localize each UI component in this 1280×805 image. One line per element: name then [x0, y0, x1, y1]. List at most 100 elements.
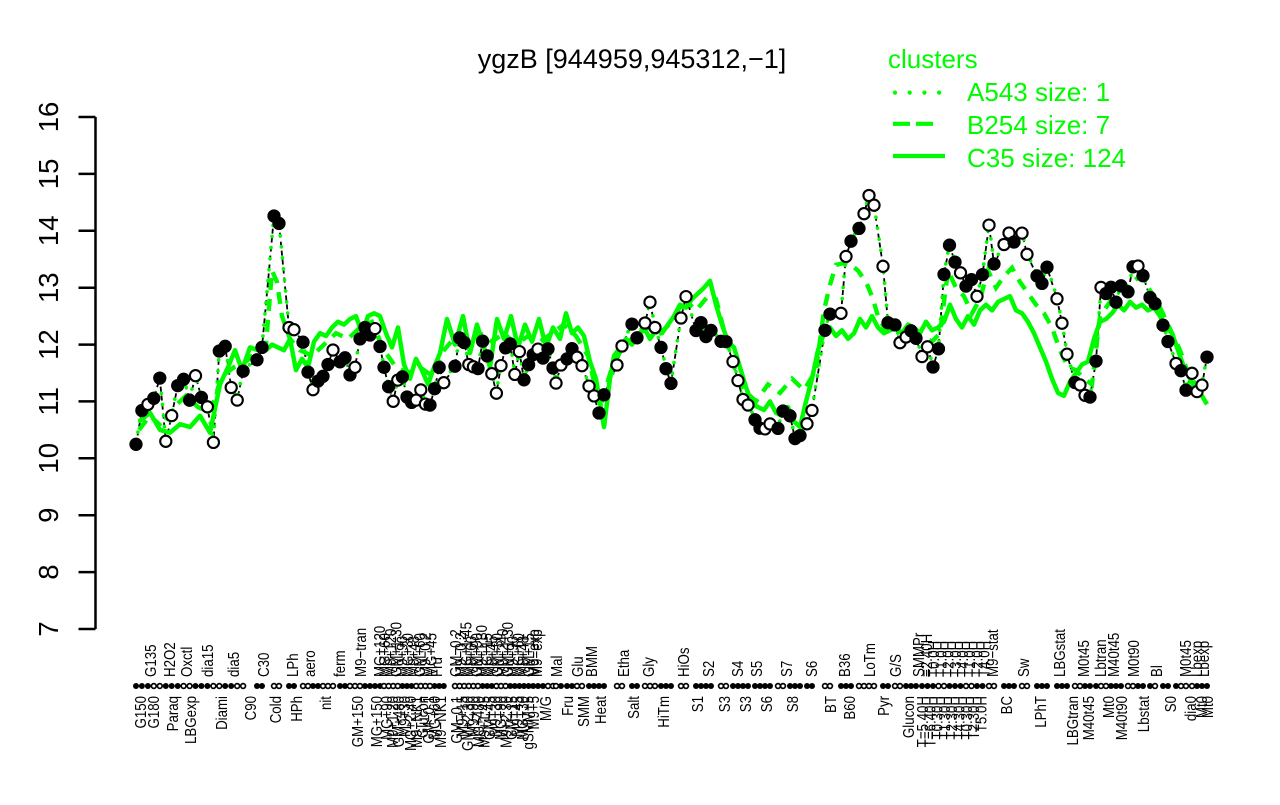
svg-text:aero: aero [302, 650, 319, 677]
svg-text:MG+60: MG+60 [510, 633, 527, 677]
svg-text:T4.0H: T4.0H [977, 641, 994, 677]
svg-text:G180: G180 [146, 696, 163, 729]
svg-text:T1.0H: T1.0H [962, 641, 979, 677]
svg-text:M9+90: M9+90 [394, 636, 411, 677]
svg-text:S0: S0 [1163, 696, 1180, 712]
svg-text:GM−0.2: GM−0.2 [448, 629, 465, 677]
svg-text:G150: G150 [133, 696, 150, 729]
svg-text:MG+15: MG+15 [479, 633, 496, 677]
svg-text:M9+240: M9+240 [495, 629, 512, 677]
svg-text:Mal: Mal [549, 656, 566, 677]
svg-text:MG+60: MG+60 [377, 633, 394, 677]
svg-text:BT: BT [823, 696, 840, 713]
svg-text:S6: S6 [804, 661, 821, 677]
svg-text:≡2.40H: ≡2.40H [919, 634, 936, 677]
svg-text:S3: S3 [738, 696, 755, 712]
svg-text:M9+45: M9+45 [510, 696, 527, 737]
svg-text:MG+120: MG+120 [372, 626, 389, 677]
svg-text:ygzB [944959,945312,−1]: ygzB [944959,945312,−1] [478, 44, 787, 74]
svg-text:Sw: Sw [1016, 658, 1033, 677]
svg-text:B254 size: 7: B254 size: 7 [967, 110, 1110, 140]
svg-text:T0.0H: T0.0H [926, 641, 943, 677]
svg-text:13: 13 [33, 272, 64, 303]
svg-text:12: 12 [33, 329, 64, 360]
svg-text:M0t45: M0t45 [1076, 640, 1093, 677]
svg-text:Oxctl: Oxctl [179, 647, 196, 677]
svg-text:SMM: SMM [576, 696, 593, 727]
svg-text:dia0: dia0 [1183, 696, 1200, 721]
svg-text:Mt0: Mt0 [1101, 696, 1118, 718]
svg-text:11: 11 [33, 387, 64, 416]
svg-text:S8: S8 [785, 696, 802, 712]
svg-text:T2.30H: T2.30H [966, 696, 983, 740]
svg-text:M/G: M/G [538, 696, 555, 721]
svg-text:BC: BC [999, 696, 1016, 714]
svg-text:Salt: Salt [626, 696, 643, 719]
svg-text:LPhT: LPhT [1033, 696, 1050, 728]
svg-text:M40t90: M40t90 [1114, 696, 1131, 740]
svg-text:dia15: dia15 [200, 644, 217, 677]
svg-text:GM+30: GM+30 [490, 633, 507, 677]
svg-text:10: 10 [33, 443, 64, 474]
svg-text:Gly: Gly [641, 657, 658, 677]
svg-text:GM−0.1: GM−0.1 [449, 696, 466, 744]
svg-text:M9+5: M9+5 [526, 696, 543, 730]
svg-text:15: 15 [33, 159, 64, 190]
svg-text:M9+120: M9+120 [383, 629, 400, 677]
svg-text:dia5: dia5 [226, 652, 243, 677]
svg-text:B36: B36 [837, 653, 854, 677]
svg-text:MG+45: MG+45 [423, 633, 440, 677]
svg-text:MG+30: MG+30 [400, 633, 417, 677]
svg-text:ferm: ferm [332, 650, 349, 677]
svg-text:BMM: BMM [584, 646, 601, 677]
svg-text:G135: G135 [143, 644, 160, 677]
svg-text:C35 size: 124: C35 size: 124 [967, 143, 1126, 173]
svg-text:Glu: Glu [570, 656, 587, 677]
svg-text:8: 8 [33, 564, 64, 579]
svg-text:M0t90: M0t90 [1126, 640, 1143, 677]
svg-text:M40t45: M40t45 [1106, 633, 1123, 677]
svg-text:clusters: clusters [888, 44, 978, 74]
svg-text:M0t45: M0t45 [1178, 640, 1195, 677]
svg-text:9: 9 [33, 508, 64, 523]
svg-text:M9−exp: M9−exp [526, 629, 543, 677]
svg-text:M9+30: M9+30 [397, 696, 414, 737]
svg-text:MG+1:45: MG+1:45 [458, 622, 475, 677]
svg-text:M9+1:20: M9+1:20 [385, 696, 402, 748]
svg-text:GM+90: GM+90 [469, 633, 486, 677]
svg-text:M9−tran: M9−tran [353, 628, 370, 677]
svg-text:M9+90: M9+90 [466, 696, 483, 737]
svg-text:T2.0H: T2.0H [941, 641, 958, 677]
svg-text:Mt0: Mt0 [1200, 696, 1217, 718]
svg-text:M9+48: M9+48 [516, 636, 533, 677]
svg-text:T1.30H: T1.30H [937, 696, 954, 740]
svg-text:nit: nit [318, 696, 335, 710]
svg-text:M9+30: M9+30 [488, 696, 505, 737]
svg-text:S7: S7 [779, 661, 796, 677]
svg-text:GM+45: GM+45 [482, 696, 499, 740]
svg-text:Bl: Bl [1149, 665, 1166, 677]
svg-text:M9+15: M9+15 [455, 696, 472, 737]
svg-text:Pyr: Pyr [876, 695, 893, 715]
svg-text:T0.30H: T0.30H [959, 696, 976, 740]
svg-text:T=6.40H: T=6.40H [922, 696, 939, 747]
svg-text:G/S: G/S [888, 654, 905, 677]
svg-text:T5.0H: T5.0H [973, 696, 990, 732]
svg-text:Etha: Etha [616, 650, 633, 677]
svg-text:T4.0H: T4.0H [955, 641, 972, 677]
svg-text:MG+90: MG+90 [493, 696, 510, 740]
svg-text:GM+1:30: GM+1:30 [389, 622, 406, 677]
svg-text:GM+150: GM+150 [350, 696, 367, 747]
svg-text:LPh: LPh [285, 653, 302, 677]
svg-text:Fru: Fru [560, 696, 577, 716]
svg-text:gSMM+5: gSMM+5 [521, 696, 538, 750]
svg-text:MG+150: MG+150 [369, 696, 386, 747]
svg-text:S4: S4 [730, 661, 747, 677]
svg-text:M9−stat: M9−stat [985, 629, 1002, 677]
svg-text:T4.30H: T4.30H [952, 696, 969, 740]
svg-text:Lbstat: Lbstat [1136, 696, 1153, 733]
svg-text:GM+2:30: GM+2:30 [460, 696, 477, 751]
svg-text:S6: S6 [759, 696, 776, 712]
svg-text:MG+60: MG+60 [427, 696, 444, 740]
svg-text:M9+60: M9+60 [464, 636, 481, 677]
